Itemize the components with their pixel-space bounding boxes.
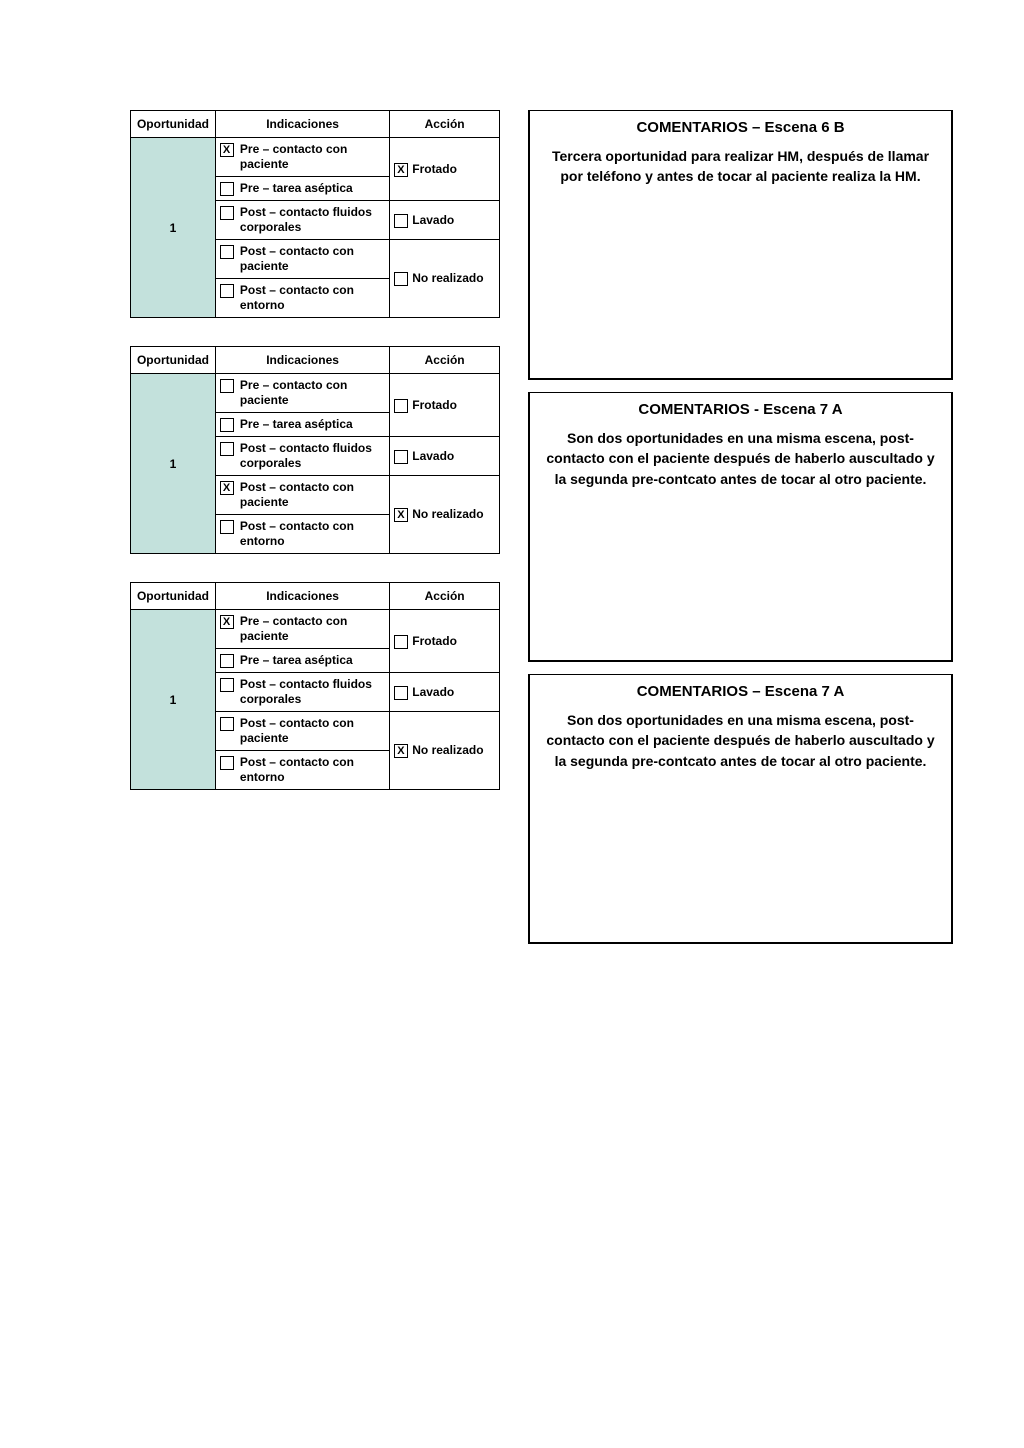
action-no-realizado: No realizado — [394, 507, 495, 522]
comment-title: COMENTARIOS - Escena 7 A — [544, 401, 937, 418]
comment-box: COMENTARIOS – Escena 7 A Son dos oportuni… — [528, 674, 953, 944]
indication-post-entorno: Post – contacto con entorno — [220, 283, 385, 313]
indication-post-paciente: Post – contacto con paciente — [220, 480, 385, 510]
checkbox-icon — [220, 245, 234, 259]
col-indicaciones: Indicaciones — [215, 347, 389, 374]
right-column: COMENTARIOS – Escena 6 B Tercera oportuni… — [528, 110, 953, 956]
indication-post-fluidos: Post – contacto fluidos corporales — [220, 441, 385, 471]
col-oportunidad: Oportunidad — [131, 583, 216, 610]
checkbox-icon — [220, 520, 234, 534]
indication-pre-contacto: Pre – contacto con paciente — [220, 142, 385, 172]
opportunity-number: 1 — [131, 374, 216, 554]
page: OportunidadIndicacionesAcción1Pre – cont… — [0, 0, 1024, 956]
action-lavado: Lavado — [394, 685, 495, 700]
comment-body: Son dos oportunidades en una misma escen… — [544, 428, 937, 489]
comment-title: COMENTARIOS – Escena 6 B — [544, 119, 937, 136]
left-column: OportunidadIndicacionesAcción1Pre – cont… — [130, 110, 500, 956]
checkbox-icon — [220, 717, 234, 731]
checkbox-icon — [394, 635, 408, 649]
checkbox-icon — [394, 744, 408, 758]
checkbox-icon — [220, 418, 234, 432]
action-frotado: Frotado — [394, 634, 495, 649]
checkbox-icon — [394, 450, 408, 464]
action-frotado: Frotado — [394, 162, 495, 177]
action-lavado: Lavado — [394, 213, 495, 228]
checkbox-icon — [220, 182, 234, 196]
opportunity-table: OportunidadIndicacionesAcción 1Pre – cont… — [130, 582, 500, 790]
comment-body: Son dos oportunidades en una misma escen… — [544, 710, 937, 771]
checkbox-icon — [394, 272, 408, 286]
action-no-realizado: No realizado — [394, 743, 495, 758]
checkbox-icon — [394, 508, 408, 522]
action-no-realizado: No realizado — [394, 271, 495, 286]
checkbox-icon — [394, 163, 408, 177]
indication-post-paciente: Post – contacto con paciente — [220, 244, 385, 274]
comment-box: COMENTARIOS - Escena 7 A Son dos oportuni… — [528, 392, 953, 662]
col-accion: Acción — [390, 111, 500, 138]
col-indicaciones: Indicaciones — [215, 583, 389, 610]
indication-pre-tarea: Pre – tarea aséptica — [220, 417, 385, 432]
checkbox-icon — [394, 399, 408, 413]
opportunity-number: 1 — [131, 138, 216, 318]
indication-post-fluidos: Post – contacto fluidos corporales — [220, 205, 385, 235]
checkbox-icon — [220, 481, 234, 495]
indication-pre-contacto: Pre – contacto con paciente — [220, 378, 385, 408]
checkbox-icon — [220, 284, 234, 298]
checkbox-icon — [220, 654, 234, 668]
comment-title: COMENTARIOS – Escena 7 A — [544, 683, 937, 700]
checkbox-icon — [220, 678, 234, 692]
opportunity-table: OportunidadIndicacionesAcción 1Pre – cont… — [130, 110, 500, 318]
checkbox-icon — [394, 214, 408, 228]
action-lavado: Lavado — [394, 449, 495, 464]
opportunity-number: 1 — [131, 610, 216, 790]
indication-post-paciente: Post – contacto con paciente — [220, 716, 385, 746]
col-accion: Acción — [390, 583, 500, 610]
indication-pre-contacto: Pre – contacto con paciente — [220, 614, 385, 644]
indication-post-entorno: Post – contacto con entorno — [220, 755, 385, 785]
col-accion: Acción — [390, 347, 500, 374]
indication-post-fluidos: Post – contacto fluidos corporales — [220, 677, 385, 707]
checkbox-icon — [220, 379, 234, 393]
col-oportunidad: Oportunidad — [131, 347, 216, 374]
opportunity-table: OportunidadIndicacionesAcción 1Pre – cont… — [130, 346, 500, 554]
indication-pre-tarea: Pre – tarea aséptica — [220, 653, 385, 668]
checkbox-icon — [220, 442, 234, 456]
indication-post-entorno: Post – contacto con entorno — [220, 519, 385, 549]
col-oportunidad: Oportunidad — [131, 111, 216, 138]
checkbox-icon — [220, 206, 234, 220]
checkbox-icon — [394, 686, 408, 700]
checkbox-icon — [220, 756, 234, 770]
action-frotado: Frotado — [394, 398, 495, 413]
comment-box: COMENTARIOS – Escena 6 B Tercera oportuni… — [528, 110, 953, 380]
indication-pre-tarea: Pre – tarea aséptica — [220, 181, 385, 196]
checkbox-icon — [220, 615, 234, 629]
comment-body: Tercera oportunidad para realizar HM, de… — [544, 146, 937, 187]
col-indicaciones: Indicaciones — [215, 111, 389, 138]
checkbox-icon — [220, 143, 234, 157]
